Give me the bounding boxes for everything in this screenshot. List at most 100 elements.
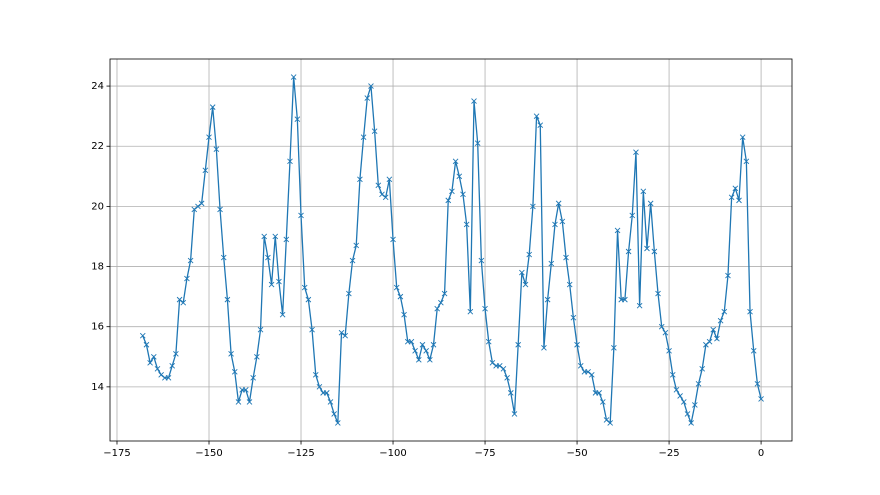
marker — [191, 206, 198, 213]
marker — [644, 245, 650, 252]
marker — [449, 188, 455, 195]
marker — [445, 197, 452, 204]
marker — [327, 399, 334, 405]
marker — [305, 296, 312, 303]
marker — [710, 326, 717, 333]
marker — [714, 335, 720, 342]
marker — [717, 317, 724, 324]
marker — [530, 203, 536, 210]
marker — [338, 329, 345, 336]
marker — [228, 350, 234, 357]
marker — [242, 387, 249, 393]
marker — [176, 296, 183, 303]
marker — [684, 411, 691, 417]
marker — [736, 197, 742, 204]
marker — [335, 420, 341, 426]
marker — [555, 200, 562, 207]
marker — [622, 296, 628, 303]
marker — [353, 242, 360, 249]
marker — [382, 194, 389, 201]
marker — [474, 140, 481, 147]
marker — [607, 420, 614, 426]
marker — [452, 158, 459, 165]
marker — [198, 200, 205, 207]
marker — [220, 254, 227, 261]
marker — [272, 233, 279, 240]
x-tick-label: −125 — [287, 448, 314, 459]
marker — [184, 275, 190, 282]
marker — [692, 402, 698, 408]
marker — [246, 399, 253, 405]
marker — [750, 347, 757, 354]
marker — [250, 375, 256, 381]
marker — [287, 158, 293, 165]
marker — [276, 278, 282, 285]
marker — [467, 308, 474, 315]
marker — [636, 302, 643, 309]
marker — [482, 305, 488, 312]
marker — [574, 341, 580, 348]
marker — [754, 381, 761, 387]
marker — [213, 146, 220, 153]
marker — [309, 326, 315, 333]
marker — [725, 272, 731, 279]
marker — [423, 347, 429, 354]
marker — [209, 104, 216, 110]
marker — [544, 296, 551, 303]
marker — [430, 341, 437, 348]
marker — [703, 341, 709, 348]
marker — [732, 185, 739, 192]
marker — [680, 399, 687, 405]
y-tick-label: 24 — [91, 81, 104, 92]
marker — [195, 203, 201, 210]
marker — [158, 372, 164, 378]
marker — [434, 305, 441, 312]
marker — [368, 83, 374, 89]
marker — [357, 176, 363, 183]
marker — [231, 369, 238, 375]
marker — [386, 176, 393, 183]
marker — [180, 299, 187, 306]
marker — [463, 221, 470, 228]
marker — [254, 353, 260, 360]
marker — [390, 236, 396, 243]
marker — [268, 281, 275, 288]
y-tick-label: 22 — [91, 141, 104, 152]
marker — [397, 293, 404, 300]
marker — [485, 338, 492, 345]
marker — [603, 417, 610, 423]
marker — [640, 188, 647, 195]
y-tick-label: 14 — [91, 382, 104, 393]
marker — [150, 353, 157, 360]
marker — [519, 269, 525, 276]
marker — [614, 227, 621, 234]
x-tick-label: −100 — [379, 448, 406, 459]
marker — [758, 396, 764, 402]
marker — [349, 257, 356, 264]
marker — [301, 284, 308, 291]
marker — [415, 356, 422, 363]
marker — [147, 359, 153, 366]
marker — [265, 254, 271, 261]
marker — [533, 113, 540, 119]
marker — [596, 390, 602, 396]
marker — [669, 372, 676, 378]
marker — [563, 254, 569, 261]
marker — [743, 158, 750, 165]
marker — [478, 257, 485, 264]
x-tick-label: −50 — [567, 448, 588, 459]
marker — [360, 134, 367, 141]
marker — [331, 411, 337, 417]
marker — [298, 212, 304, 219]
marker — [747, 308, 753, 315]
x-tick-label: −175 — [103, 448, 130, 459]
marker — [496, 362, 503, 369]
marker — [342, 332, 349, 339]
marker — [611, 344, 617, 351]
x-tick-label: −150 — [195, 448, 222, 459]
marker — [625, 248, 632, 255]
marker — [588, 372, 595, 378]
marker — [515, 341, 521, 348]
